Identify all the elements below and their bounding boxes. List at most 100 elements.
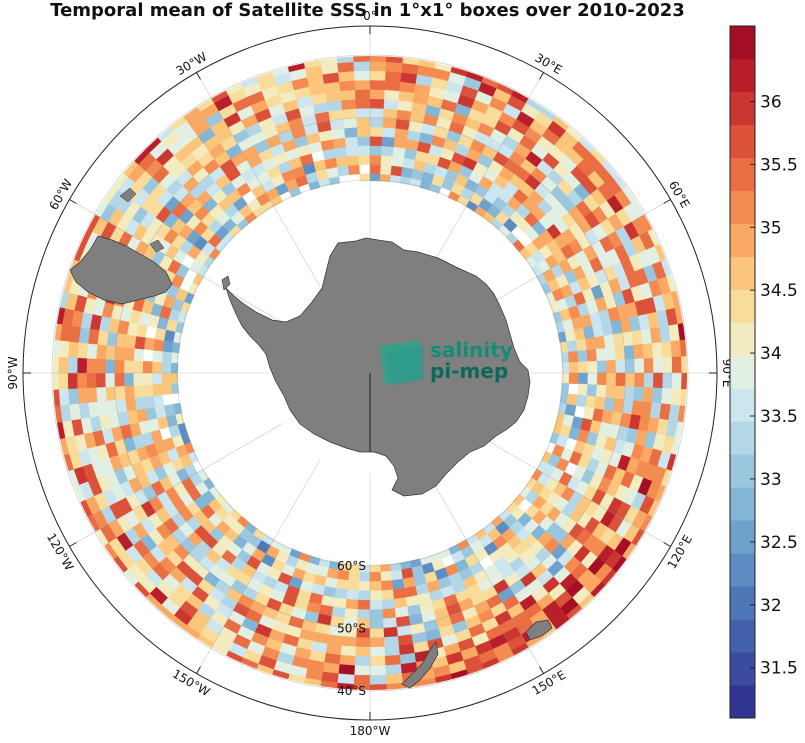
sss-cell bbox=[58, 372, 69, 390]
sss-cell bbox=[652, 357, 664, 374]
sss-cell bbox=[391, 155, 405, 168]
sss-cell bbox=[341, 636, 357, 648]
sss-cell bbox=[95, 358, 106, 374]
sss-cell bbox=[345, 136, 359, 148]
sss-cell bbox=[369, 571, 382, 582]
sss-cell bbox=[345, 145, 359, 157]
frame-tick bbox=[196, 666, 201, 674]
sss-cell bbox=[344, 608, 358, 620]
sss-cell bbox=[381, 145, 395, 157]
sss-cell bbox=[651, 387, 663, 404]
sss-cell bbox=[369, 56, 388, 62]
sss-cell bbox=[634, 358, 645, 374]
longitude-label: 180°W bbox=[350, 724, 391, 738]
sss-cell bbox=[152, 383, 163, 397]
sss-cell bbox=[355, 637, 371, 648]
sss-cell bbox=[77, 342, 89, 359]
sss-cell bbox=[383, 626, 398, 638]
sss-cell bbox=[623, 386, 635, 401]
sss-cell bbox=[58, 356, 69, 374]
sss-cell bbox=[568, 361, 579, 374]
sss-cell bbox=[151, 361, 162, 374]
sss-cell bbox=[331, 606, 346, 619]
sss-cell bbox=[152, 338, 165, 352]
meridian-line bbox=[419, 459, 544, 674]
sss-cell bbox=[369, 599, 383, 611]
sss-cell bbox=[67, 341, 79, 358]
sss-cell bbox=[143, 337, 155, 351]
sss-cell bbox=[575, 394, 588, 408]
colorbar-segment bbox=[730, 520, 755, 554]
colorbar-segment bbox=[730, 619, 755, 653]
sss-cell bbox=[161, 361, 172, 374]
sss-cell bbox=[337, 61, 355, 73]
antarctic-peninsula bbox=[69, 187, 173, 305]
sss-cell bbox=[76, 357, 88, 374]
sss-cell bbox=[340, 645, 356, 657]
sss-cell bbox=[114, 372, 125, 387]
sss-cell bbox=[356, 609, 371, 620]
sss-cell bbox=[578, 372, 589, 385]
logo-line2: pi-mep bbox=[430, 359, 508, 383]
colorbar-segment bbox=[730, 454, 755, 488]
sss-cell bbox=[596, 360, 608, 374]
sss-cell bbox=[53, 355, 59, 374]
new-zealand bbox=[401, 619, 553, 689]
sss-cell bbox=[53, 372, 59, 391]
sss-cell bbox=[578, 361, 589, 374]
sss-cell bbox=[67, 388, 79, 405]
sss-cell bbox=[643, 357, 654, 374]
sss-cell bbox=[651, 342, 663, 359]
sss-cell bbox=[124, 397, 137, 412]
sss-cell bbox=[341, 98, 357, 110]
sss-cell bbox=[86, 387, 98, 403]
colorbar-segment bbox=[730, 553, 755, 587]
sss-cell bbox=[369, 98, 385, 109]
sss-cell bbox=[67, 372, 78, 390]
sss-cell bbox=[105, 386, 117, 401]
sss-cell bbox=[347, 164, 360, 176]
colorbar-tick-label: 34.5 bbox=[760, 281, 798, 301]
frame-tick bbox=[69, 542, 77, 547]
sss-cell bbox=[603, 334, 616, 349]
colorbar-tick-label: 35.5 bbox=[760, 155, 798, 175]
sss-cell bbox=[385, 70, 402, 82]
sss-cell bbox=[76, 372, 88, 389]
sss-cell bbox=[123, 347, 135, 361]
sss-cell bbox=[594, 335, 606, 350]
sss-cell bbox=[339, 654, 356, 666]
colorbar-segment bbox=[730, 190, 755, 225]
sss-cell bbox=[369, 145, 383, 156]
sss-cell bbox=[568, 372, 579, 385]
sss-cell bbox=[662, 372, 673, 390]
sss-cell bbox=[390, 569, 403, 581]
sss-cell bbox=[345, 598, 359, 610]
longitude-label: 90°W bbox=[6, 356, 20, 389]
sss-cell bbox=[352, 684, 371, 690]
sss-cell bbox=[342, 108, 357, 120]
frame-tick bbox=[196, 72, 201, 80]
latitude-label: 60°S bbox=[337, 559, 366, 573]
sss-cell bbox=[390, 165, 403, 177]
sss-cell bbox=[114, 346, 126, 361]
frame-tick bbox=[69, 199, 77, 204]
sss-cell bbox=[58, 388, 70, 406]
sss-cell bbox=[114, 385, 126, 400]
sss-cell bbox=[670, 388, 682, 406]
sss-cell bbox=[143, 395, 155, 409]
meridian-line bbox=[419, 72, 544, 287]
sss-cell bbox=[595, 384, 607, 398]
sss-cell bbox=[633, 344, 645, 360]
sss-cell bbox=[586, 384, 598, 398]
sss-cell bbox=[133, 360, 144, 374]
frame-tick bbox=[663, 199, 671, 204]
sss-cell bbox=[345, 589, 359, 601]
sss-cell bbox=[662, 356, 673, 374]
sss-cell bbox=[380, 164, 393, 176]
sss-cell bbox=[670, 340, 682, 358]
sss-cell bbox=[369, 618, 384, 629]
colorbar-segment bbox=[730, 652, 755, 686]
sss-cell bbox=[671, 372, 683, 390]
meridian-line bbox=[456, 422, 671, 547]
sss-cell bbox=[386, 56, 404, 64]
